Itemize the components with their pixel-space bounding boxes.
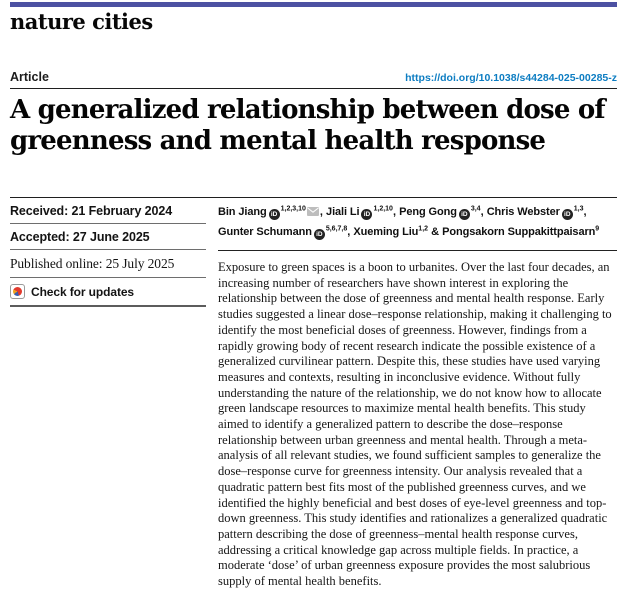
orcid-icon[interactable]: iD <box>361 209 373 220</box>
author-affiliation-numbers: 9 <box>595 225 600 233</box>
masthead-rule <box>10 2 617 7</box>
email-icon[interactable] <box>306 204 319 223</box>
check-for-updates-label: Check for updates <box>31 284 134 299</box>
article-type-label: Article <box>10 70 49 84</box>
author-name[interactable]: Pongsakorn Suppakittpaisarn <box>442 226 596 238</box>
crossmark-circle-icon <box>13 287 22 296</box>
author-separator: & <box>428 226 443 238</box>
author-separator: , <box>583 206 587 218</box>
author-separator: , <box>480 206 487 218</box>
timeline-sidebar: Received: 21 February 2024 Accepted: 27 … <box>10 198 206 602</box>
author: Gunter Schumann iD5,6,7,8, <box>218 225 354 240</box>
check-for-updates[interactable]: Check for updates <box>10 278 206 307</box>
author: Bin Jiang iD1,2,3,10, <box>218 205 327 220</box>
orcid-icon[interactable]: iD <box>268 209 280 220</box>
timeline-accepted: Accepted: 27 June 2025 <box>10 224 206 250</box>
author-separator: , <box>392 206 400 218</box>
author: Peng Gong iD3,4, <box>399 205 487 220</box>
timeline-received: Received: 21 February 2024 <box>10 198 206 224</box>
author-separator: , <box>319 206 327 218</box>
author: Chris Webster iD1,3, <box>486 205 587 220</box>
author: Pongsakorn Suppakittpaisarn9 <box>442 225 600 238</box>
article-header-row: Article https://doi.org/10.1038/s44284-0… <box>10 70 617 89</box>
author-name[interactable]: Chris Webster <box>486 206 560 218</box>
orcid-icon[interactable]: iD <box>313 229 325 240</box>
author-affiliation-numbers: 1,2 <box>418 225 429 233</box>
author-list: Bin Jiang iD1,2,3,10, Jiali Li iD1,2,10, P… <box>218 198 617 251</box>
author-name[interactable]: Peng Gong <box>399 206 457 218</box>
author-affiliation-numbers: 3,4 <box>470 205 481 213</box>
author-affiliation-numbers: 1,3 <box>573 205 584 213</box>
author-affiliation-numbers: 1,2,10 <box>373 205 393 213</box>
author-name[interactable]: Jiali Li <box>326 206 360 218</box>
doi-link[interactable]: https://doi.org/10.1038/s44284-025-00285… <box>405 72 617 84</box>
orcid-icon[interactable]: iD <box>561 209 573 220</box>
journal-logo[interactable]: nature cities <box>10 9 153 34</box>
author-name[interactable]: Bin Jiang <box>218 206 267 218</box>
author-name[interactable]: Gunter Schumann <box>218 226 312 238</box>
article-title: A generalized relationship between dose … <box>10 95 606 156</box>
author-name[interactable]: Xueming Liu <box>353 226 419 238</box>
timeline-published-online: Published online: 25 July 2025 <box>10 250 206 278</box>
author: Jiali Li iD1,2,10, <box>326 205 400 220</box>
content-columns: Received: 21 February 2024 Accepted: 27 … <box>10 197 617 602</box>
crossmark-icon[interactable] <box>10 284 25 299</box>
author: Xueming Liu1,2 & <box>353 225 443 238</box>
author-separator: , <box>347 226 354 238</box>
orcid-icon[interactable]: iD <box>458 209 470 220</box>
abstract-text: Exposure to green spaces is a boon to ur… <box>218 260 612 589</box>
author-affiliation-numbers: 1,2,3,10 <box>280 205 306 213</box>
author-affiliation-numbers: 5,6,7,8 <box>325 225 348 233</box>
main-column: Bin Jiang iD1,2,3,10, Jiali Li iD1,2,10, P… <box>218 198 617 602</box>
